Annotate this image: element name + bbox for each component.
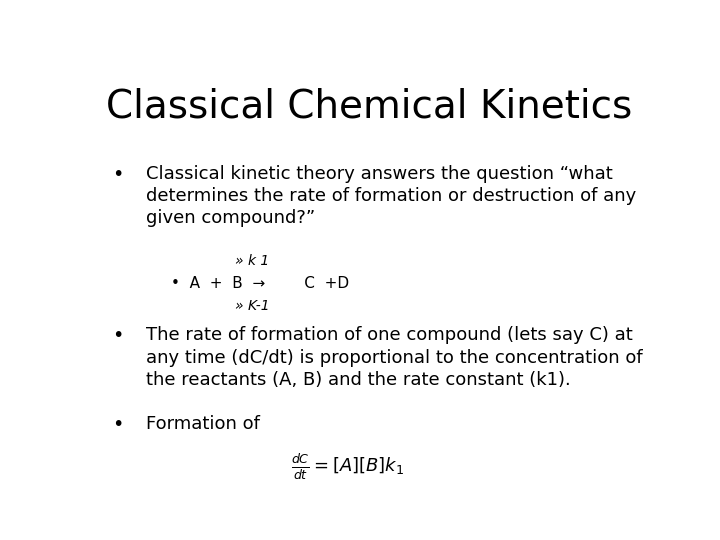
- Text: •: •: [112, 165, 124, 184]
- Text: » k 1: » k 1: [235, 254, 269, 268]
- Text: •: •: [112, 326, 124, 346]
- Text: Formation of: Formation of: [145, 415, 260, 433]
- Text: The rate of formation of one compound (lets say C) at
any time (dC/dt) is propor: The rate of formation of one compound (l…: [145, 326, 642, 389]
- Text: » K-1: » K-1: [235, 299, 270, 313]
- Text: Classical kinetic theory answers the question “what
determines the rate of forma: Classical kinetic theory answers the que…: [145, 165, 636, 227]
- Text: $\frac{dC}{dt} = [A][B]k_1$: $\frac{dC}{dt} = [A][B]k_1$: [291, 452, 404, 482]
- Text: Classical Chemical Kinetics: Classical Chemical Kinetics: [106, 87, 632, 126]
- Text: •  A  +  B  →        C  +D: • A + B → C +D: [171, 276, 349, 292]
- Text: •: •: [112, 415, 124, 434]
